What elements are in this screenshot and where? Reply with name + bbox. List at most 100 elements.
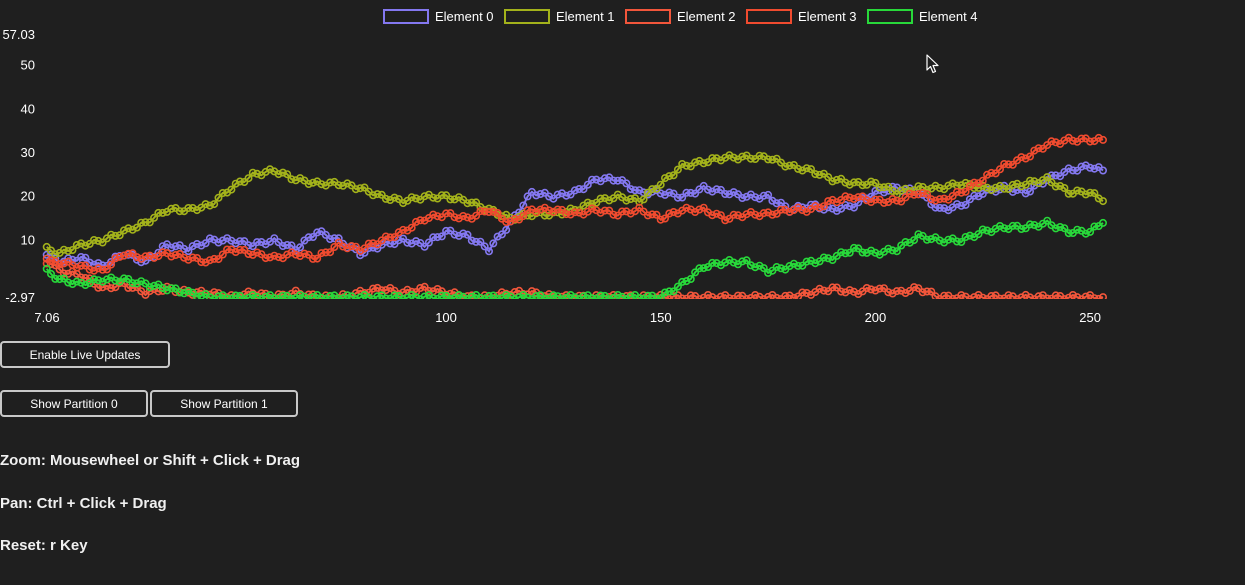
data-point [450,230,459,239]
data-point [1000,224,1009,233]
data-point [437,291,446,299]
data-point [77,253,86,262]
data-point [154,208,163,217]
data-point [304,295,313,299]
data-point [1026,187,1035,196]
data-point [729,210,738,219]
data-point [819,202,828,211]
data-point [841,249,850,258]
data-point [759,295,768,299]
data-point [399,234,408,243]
data-point [150,281,159,290]
legend-swatch-1 [504,9,550,24]
data-point [811,259,820,268]
enable-live-updates-button[interactable]: Enable Live Updates [0,341,170,368]
data-point [837,287,846,296]
data-point [446,289,455,298]
line-chart[interactable]: Element 0 Element 1 Element 2 Element 3 Elem… [0,0,1245,330]
data-point [841,178,850,187]
data-point [472,198,481,207]
data-point [738,257,747,266]
data-point [321,248,330,257]
data-point [686,291,695,299]
data-point [703,290,712,299]
data-point [210,200,219,209]
data-point [600,174,609,183]
y-tick-label: 40 [21,101,35,116]
data-point [274,170,283,179]
data-point [236,245,245,254]
data-point [536,205,545,214]
data-point [442,209,451,218]
data-point [369,191,378,200]
data-point [55,275,64,284]
data-point [686,162,695,171]
data-point [1026,220,1035,229]
data-point [510,295,519,299]
data-point [712,295,721,299]
data-point [184,247,193,256]
data-point [205,201,214,210]
data-point [879,284,888,293]
data-point [265,165,274,174]
data-point [562,210,571,219]
data-point [527,295,536,299]
data-point [1051,291,1060,299]
data-point [983,226,992,235]
data-point [879,198,888,207]
data-point [738,152,747,161]
data-point [1099,166,1108,175]
data-point [845,248,854,257]
data-point [188,253,197,262]
data-point [1060,295,1069,299]
data-point [317,180,326,189]
data-point [751,193,760,202]
data-point [1047,137,1056,146]
data-point [557,205,566,214]
data-point [824,197,833,206]
data-point [751,210,760,219]
data-point [253,238,262,247]
data-point [686,188,695,197]
legend-label-0: Element 0 [435,9,494,24]
data-point [321,295,330,299]
data-point [377,236,386,245]
data-point [356,184,365,193]
show-partition-1-button[interactable]: Show Partition 1 [150,390,298,417]
data-point [484,247,493,256]
data-point [918,188,927,197]
data-point [72,241,81,250]
data-point [437,232,446,241]
data-point [433,212,442,221]
data-point [373,190,382,199]
x-tick-label: 250 [1079,310,1101,325]
data-point [1000,160,1009,169]
data-point [948,179,957,188]
data-point [107,284,116,293]
data-point [124,283,133,292]
data-point [609,176,618,185]
data-point [1021,224,1030,233]
show-partition-0-button[interactable]: Show Partition 0 [0,390,148,417]
data-point [515,293,524,299]
data-point [579,292,588,299]
data-point [742,295,751,299]
data-point [618,207,627,216]
data-point [849,194,858,203]
legend-swatch-3 [746,9,792,24]
data-point [364,293,373,299]
data-point [102,275,111,284]
data-point [291,176,300,185]
data-point [665,209,674,218]
data-point [1021,189,1030,198]
data-point [158,248,167,257]
data-point [218,250,227,259]
data-point [463,292,472,299]
data-point [308,178,317,187]
data-point [609,210,618,219]
data-point [927,287,936,296]
data-point [901,288,910,297]
data-point [961,187,970,196]
data-point [764,190,773,199]
